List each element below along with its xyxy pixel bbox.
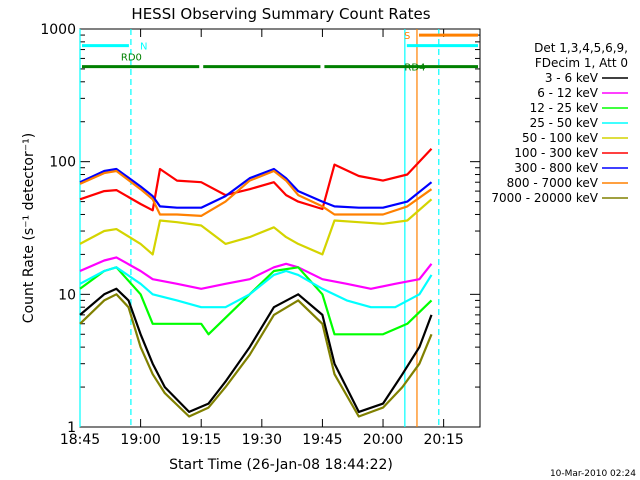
y-tick-label: 100 bbox=[49, 155, 76, 171]
x-tick-label: 19:15 bbox=[181, 432, 221, 448]
annotation-bar-label: RD4 bbox=[404, 63, 425, 74]
x-tick-label: 20:15 bbox=[423, 432, 463, 448]
legend-entry-label: 3 - 6 keV bbox=[545, 71, 599, 85]
y-tick-label: 1000 bbox=[40, 22, 76, 38]
series-line bbox=[79, 167, 433, 209]
x-tick-label: 19:45 bbox=[302, 432, 342, 448]
plot-frame bbox=[79, 28, 481, 428]
series-line bbox=[79, 198, 433, 256]
legend-entry-label: 6 - 12 keV bbox=[537, 86, 599, 100]
legend-entry-label: 25 - 50 keV bbox=[530, 116, 599, 130]
legend-entry-label: 800 - 7000 keV bbox=[507, 176, 599, 190]
x-tick-label: 20:00 bbox=[363, 432, 403, 448]
legend-entry-label: 7000 - 20000 keV bbox=[491, 191, 598, 205]
annotation-bar-label: N bbox=[140, 42, 147, 53]
legend-entry-label: 12 - 25 keV bbox=[530, 101, 599, 115]
timestamp-text: 10-Mar-2010 02:24 bbox=[550, 469, 636, 479]
series-line bbox=[79, 293, 433, 418]
legend-header-line: Det 1,3,4,5,6,9, bbox=[534, 41, 628, 55]
legend-header-line: FDecim 1, Att 0 bbox=[535, 56, 628, 70]
x-axis-label: Start Time (26-Jan-08 18:44:22) bbox=[169, 457, 393, 473]
x-tick-label: 19:00 bbox=[120, 432, 160, 448]
series-line bbox=[79, 169, 433, 217]
x-tick-label: 19:30 bbox=[242, 432, 282, 448]
annotation-bar-label: S bbox=[404, 31, 410, 42]
y-tick-label: 10 bbox=[58, 287, 76, 303]
series-line bbox=[79, 148, 433, 212]
series-line bbox=[79, 256, 433, 290]
series-line bbox=[79, 287, 433, 413]
y-tick-label: 1 bbox=[67, 420, 76, 436]
chart-title: HESSI Observing Summary Count Rates bbox=[131, 5, 430, 23]
legend-entry-label: 50 - 100 keV bbox=[522, 131, 599, 145]
tick-layer: 18:45 19:00 19:15 19:30 19:45 20:00 20:15 1 10 10… bbox=[40, 22, 480, 448]
y-axis-label: Count Rate (s⁻¹ detector⁻¹) bbox=[21, 133, 37, 323]
x-tick-label: 18:45 bbox=[60, 432, 100, 448]
legend-entry-label: 100 - 300 keV bbox=[514, 146, 598, 160]
series-layer bbox=[79, 148, 433, 418]
legend-entry-label: 300 - 800 keV bbox=[514, 161, 598, 175]
legend: Det 1,3,4,5,6,9,FDecim 1, Att 03 - 6 keV… bbox=[491, 41, 628, 205]
series-line bbox=[79, 266, 433, 336]
series-line bbox=[79, 266, 433, 309]
annotation-bar-label: RD0 bbox=[121, 53, 142, 64]
